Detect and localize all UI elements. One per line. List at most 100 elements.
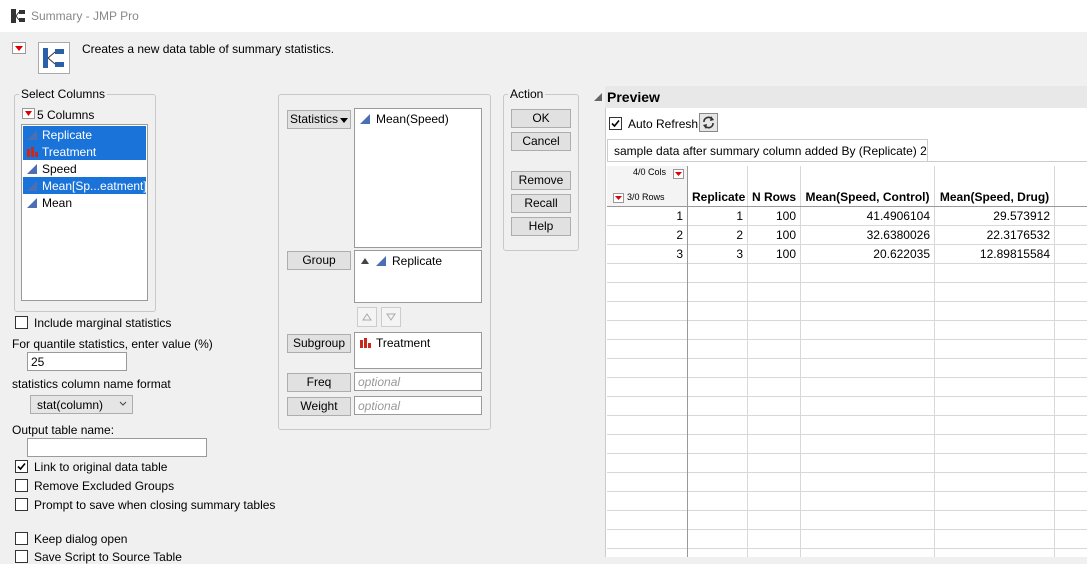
table-cell xyxy=(748,492,801,511)
rows-info: 3/0 Rows xyxy=(627,192,665,202)
description: Creates a new data table of summary stat… xyxy=(82,42,335,56)
role-item[interactable]: Replicate xyxy=(392,254,443,268)
row-number xyxy=(607,473,688,492)
table-cell xyxy=(1055,226,1087,245)
table-cell xyxy=(748,530,801,549)
table-cell: 2 xyxy=(688,226,748,245)
column-item[interactable]: Replicate xyxy=(23,126,146,143)
table-cell xyxy=(1055,416,1087,435)
column-item[interactable]: Mean xyxy=(23,194,146,211)
table-cell xyxy=(1055,321,1087,340)
row-number: 2 xyxy=(607,226,688,245)
role-item[interactable]: Treatment xyxy=(376,336,431,350)
table-cell xyxy=(688,264,748,283)
table-cell xyxy=(1055,397,1087,416)
checkbox[interactable] xyxy=(15,316,28,329)
name-format-dropdown[interactable]: stat(column) xyxy=(30,395,133,414)
continuous-icon xyxy=(27,164,37,174)
button-label: Statistics xyxy=(290,112,339,126)
role-button[interactable]: Freq xyxy=(287,373,351,392)
button-label: Freq xyxy=(306,375,332,389)
optional-input[interactable]: optional xyxy=(354,372,482,391)
row-number xyxy=(607,340,688,359)
table-cell xyxy=(1055,245,1087,264)
checkbox[interactable] xyxy=(15,479,28,492)
table-cell xyxy=(801,454,935,473)
column-item[interactable]: Mean[Sp...eatment] xyxy=(23,177,147,194)
table-cell xyxy=(1055,530,1087,549)
checkbox-label: Prompt to save when closing summary tabl… xyxy=(34,498,276,512)
role-item[interactable]: Mean(Speed) xyxy=(376,112,449,126)
checkbox[interactable] xyxy=(609,117,622,130)
row-number: 1 xyxy=(607,207,688,226)
button-label: Weight xyxy=(300,399,338,413)
refresh-button[interactable] xyxy=(699,113,718,132)
group-title: Action xyxy=(508,87,546,101)
table-cell xyxy=(748,511,801,530)
quantile-input[interactable]: 25 xyxy=(27,352,127,371)
table-cell xyxy=(1055,378,1087,397)
action-button[interactable]: Cancel xyxy=(511,132,571,151)
cols-info: 4/0 Cols xyxy=(633,167,667,177)
index-divider xyxy=(687,166,688,557)
column-item[interactable]: Treatment xyxy=(23,143,146,160)
table-cell xyxy=(1055,340,1087,359)
table-cell xyxy=(748,454,801,473)
table-cell xyxy=(748,549,801,557)
role-button[interactable]: Weight xyxy=(287,397,351,416)
column-header[interactable]: Mean(Speed, Drug) xyxy=(935,166,1055,207)
table-cell xyxy=(935,530,1055,549)
continuous-icon xyxy=(360,114,370,124)
column-name: Mean xyxy=(42,196,73,210)
group-title: Select Columns xyxy=(19,87,108,101)
column-list: Replicate Treatment Speed Mean[Sp...eatment… xyxy=(21,124,148,301)
table-cell xyxy=(748,321,801,340)
output-label: Output table name: xyxy=(12,423,115,437)
column-name: Treatment xyxy=(42,145,97,159)
disclosure-icon[interactable] xyxy=(594,92,604,102)
row-number xyxy=(607,511,688,530)
button-label: Subgroup xyxy=(292,336,346,350)
table-cell: 22.3176532 xyxy=(935,226,1055,245)
action-button[interactable]: Recall xyxy=(511,194,571,213)
disclosure-menu[interactable] xyxy=(12,42,26,54)
action-button[interactable]: Help xyxy=(511,217,571,236)
nominal-icon xyxy=(360,338,371,348)
checkbox[interactable] xyxy=(15,532,28,545)
table-cell xyxy=(935,378,1055,397)
app-icon xyxy=(11,9,25,23)
row-number xyxy=(607,321,688,340)
checkbox-label: Remove Excluded Groups xyxy=(34,479,175,493)
table-cell xyxy=(801,549,935,557)
column-header[interactable]: Replicate xyxy=(688,166,748,207)
order-buttons[interactable] xyxy=(357,307,401,327)
columns-menu[interactable] xyxy=(22,108,35,119)
checkbox[interactable] xyxy=(15,498,28,511)
role-button[interactable]: Group xyxy=(287,251,351,270)
table-menu[interactable] xyxy=(673,169,684,179)
role-button[interactable]: Statistics xyxy=(287,110,351,129)
table-cell xyxy=(748,302,801,321)
table-cell xyxy=(1055,359,1087,378)
role-button[interactable]: Subgroup xyxy=(287,334,351,353)
button-label: Cancel xyxy=(522,134,560,148)
checkbox[interactable] xyxy=(15,460,28,473)
output-input[interactable] xyxy=(27,438,207,457)
table-cell xyxy=(688,378,748,397)
column-name: Replicate xyxy=(42,128,93,142)
optional-input[interactable]: optional xyxy=(354,396,482,415)
row-number xyxy=(607,264,688,283)
action-button[interactable]: OK xyxy=(511,109,571,128)
checkbox-label: Include marginal statistics xyxy=(34,316,172,330)
dropdown-value: stat(column) xyxy=(37,398,104,412)
row-number xyxy=(607,530,688,549)
column-header[interactable]: N Rows xyxy=(748,166,801,207)
data-table: 4/0 Cols 3/0 Rows Replicate N Rows Mean(Spee… xyxy=(607,166,1087,557)
table-menu[interactable] xyxy=(613,193,624,203)
action-button[interactable]: Remove xyxy=(511,171,571,190)
row-number xyxy=(607,378,688,397)
column-item[interactable]: Speed xyxy=(23,160,146,177)
column-header[interactable]: Mean(Speed, Control) xyxy=(801,166,935,207)
table-tab[interactable]: sample data after summary column added B… xyxy=(607,139,928,162)
